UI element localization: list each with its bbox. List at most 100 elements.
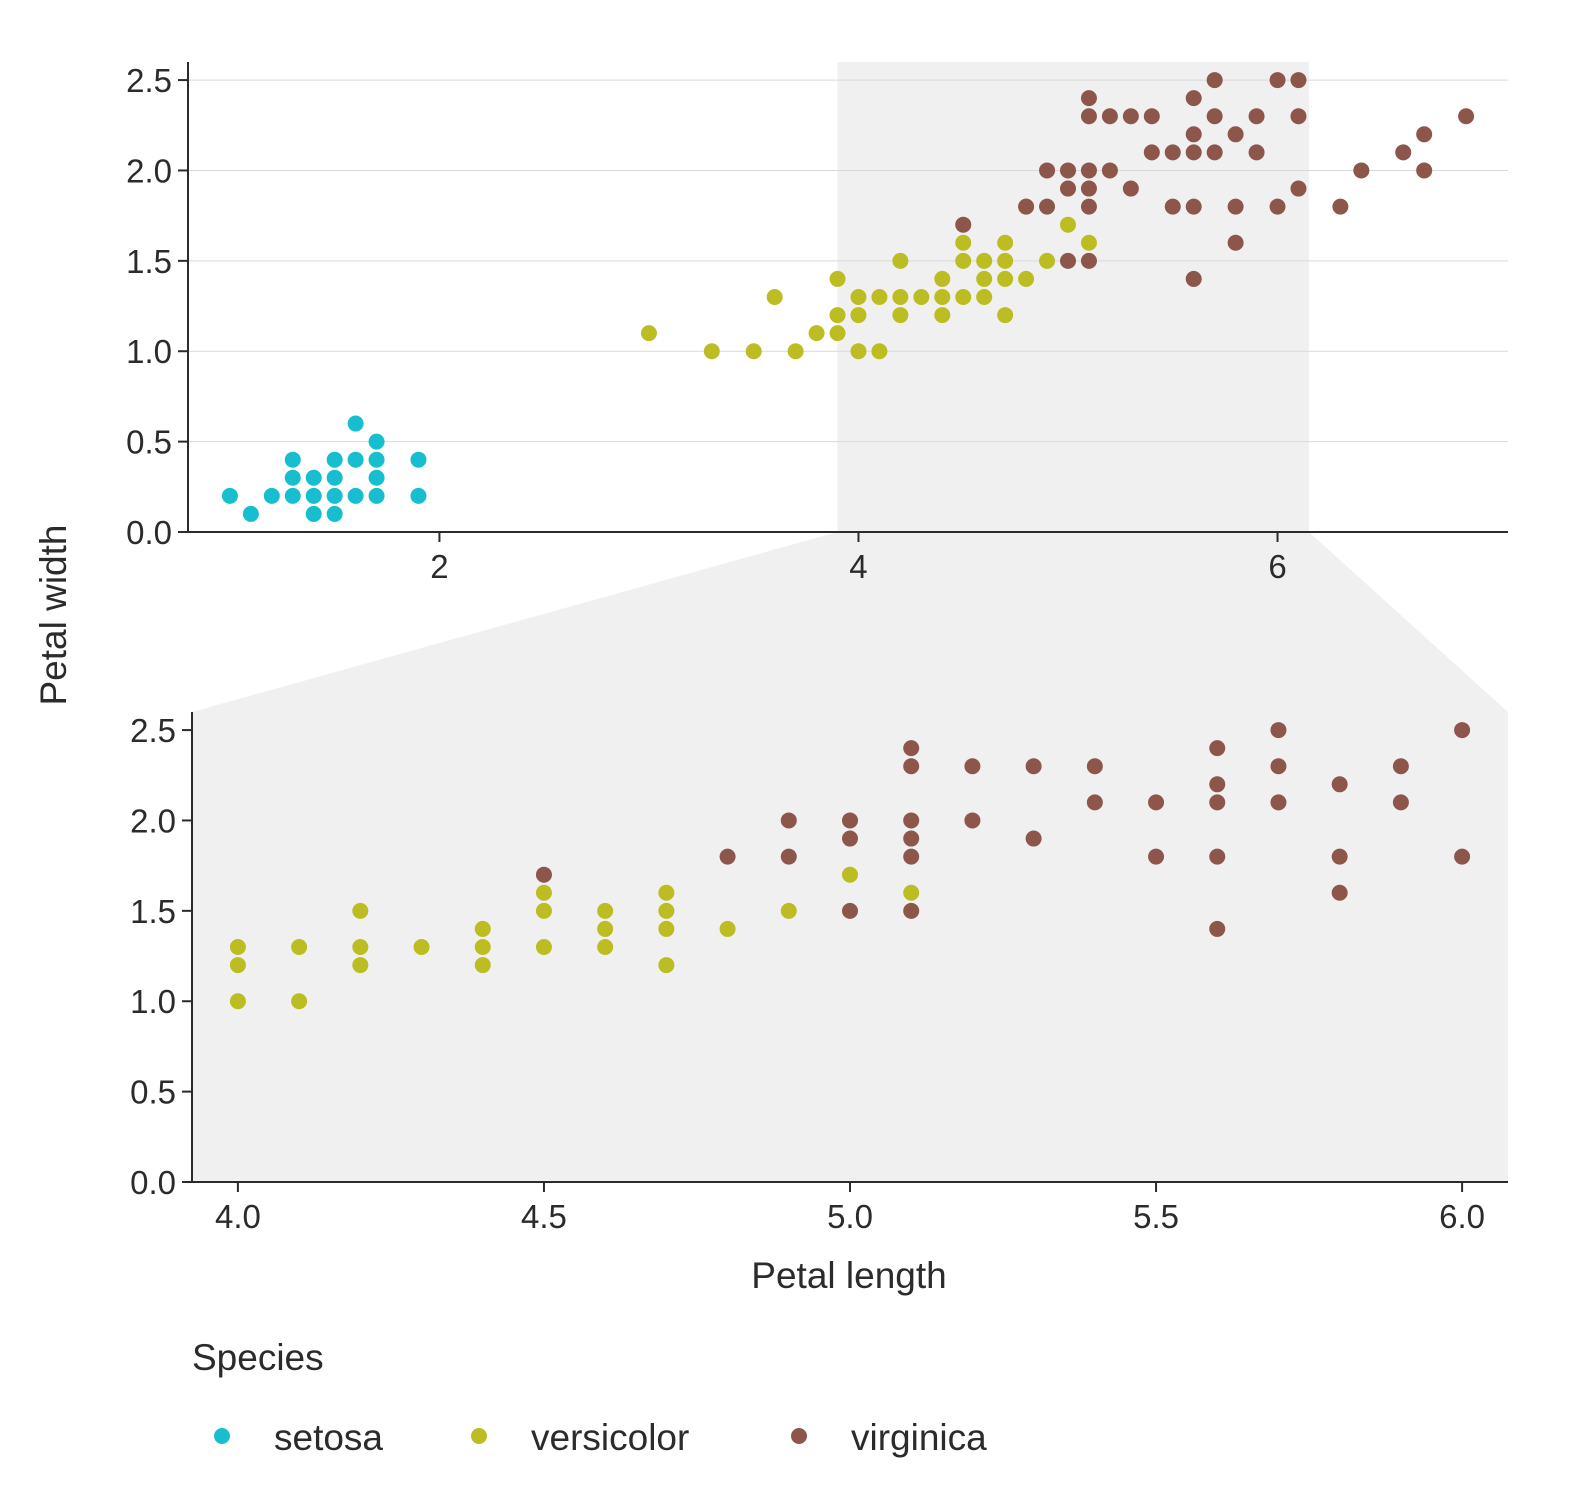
y-tick-label: 1.0 bbox=[126, 333, 172, 370]
series-virginica bbox=[535, 722, 1471, 937]
data-point-setosa bbox=[305, 505, 322, 522]
data-point-versicolor bbox=[955, 289, 972, 305]
data-point-virginica bbox=[1331, 884, 1348, 901]
data-point-virginica bbox=[719, 848, 736, 865]
data-point-virginica bbox=[1206, 144, 1223, 161]
zoom-connector-shape bbox=[192, 532, 1508, 712]
y-tick-label: 0.0 bbox=[130, 1164, 176, 1201]
data-point-versicolor bbox=[850, 343, 867, 360]
data-point-versicolor bbox=[474, 939, 491, 955]
data-point-virginica bbox=[1185, 144, 1202, 161]
data-point-versicolor bbox=[597, 939, 614, 955]
data-point-virginica bbox=[1227, 126, 1244, 143]
data-point-virginica bbox=[1080, 198, 1097, 215]
data-point-versicolor bbox=[997, 307, 1014, 324]
data-point-versicolor bbox=[892, 252, 909, 269]
data-point-versicolor bbox=[535, 884, 552, 901]
data-point-virginica bbox=[955, 216, 972, 233]
data-point-virginica bbox=[1270, 794, 1287, 811]
data-point-versicolor bbox=[597, 902, 614, 919]
data-point-virginica bbox=[1209, 920, 1226, 937]
legend-marker-setosa bbox=[214, 1428, 230, 1444]
data-point-virginica bbox=[1101, 162, 1118, 179]
data-point-versicolor bbox=[1039, 252, 1056, 269]
data-point-versicolor bbox=[997, 252, 1014, 269]
data-point-versicolor bbox=[829, 270, 846, 287]
data-point-virginica bbox=[1080, 108, 1097, 125]
data-point-virginica bbox=[1080, 162, 1097, 179]
x-tick-label: 6 bbox=[1268, 548, 1286, 585]
data-point-virginica bbox=[1060, 180, 1076, 197]
data-point-virginica bbox=[1290, 72, 1307, 89]
data-point-virginica bbox=[1454, 848, 1471, 865]
data-point-versicolor bbox=[976, 270, 993, 287]
data-point-virginica bbox=[1143, 108, 1160, 125]
data-point-virginica bbox=[1060, 162, 1076, 179]
data-point-versicolor bbox=[291, 939, 308, 955]
data-point-versicolor bbox=[229, 957, 246, 974]
data-point-versicolor bbox=[871, 289, 888, 305]
data-point-versicolor bbox=[352, 939, 369, 955]
data-point-virginica bbox=[1331, 776, 1348, 793]
series-versicolor bbox=[229, 866, 920, 1010]
data-point-versicolor bbox=[829, 307, 846, 324]
data-point-versicolor bbox=[871, 343, 888, 360]
data-point-versicolor bbox=[976, 252, 993, 269]
data-point-setosa bbox=[368, 487, 385, 504]
data-point-setosa bbox=[347, 451, 364, 468]
data-point-virginica bbox=[1331, 848, 1348, 865]
data-point-virginica bbox=[1148, 794, 1165, 811]
legend: Species setosa versicolor virginica bbox=[192, 1337, 987, 1458]
x-tick-label: 4 bbox=[849, 548, 867, 585]
zoom-panel-background bbox=[192, 712, 1508, 1182]
data-point-versicolor bbox=[1080, 234, 1097, 251]
data-point-virginica bbox=[1080, 252, 1097, 269]
data-point-setosa bbox=[410, 487, 427, 504]
data-point-virginica bbox=[1392, 794, 1409, 811]
series-virginica bbox=[955, 72, 1475, 287]
data-point-setosa bbox=[242, 505, 259, 522]
data-point-virginica bbox=[903, 902, 920, 919]
x-tick-label: 5.5 bbox=[1133, 1198, 1179, 1235]
data-point-virginica bbox=[1416, 162, 1433, 179]
data-point-setosa bbox=[284, 469, 301, 486]
data-point-virginica bbox=[903, 740, 920, 757]
data-point-virginica bbox=[842, 902, 858, 919]
data-point-virginica bbox=[1039, 162, 1056, 179]
data-point-virginica bbox=[1353, 162, 1370, 179]
data-point-versicolor bbox=[892, 289, 909, 305]
data-point-versicolor bbox=[658, 920, 675, 937]
x-tick-label: 4.0 bbox=[215, 1198, 261, 1235]
data-point-virginica bbox=[1454, 722, 1471, 739]
data-point-virginica bbox=[1143, 144, 1160, 161]
data-point-virginica bbox=[1185, 270, 1202, 287]
data-point-virginica bbox=[1209, 776, 1226, 793]
x-tick-label: 6.0 bbox=[1439, 1198, 1485, 1235]
data-point-versicolor bbox=[352, 957, 369, 974]
data-point-virginica bbox=[1416, 126, 1433, 143]
data-point-versicolor bbox=[913, 289, 930, 305]
data-point-virginica bbox=[1458, 108, 1475, 125]
zoom-connector bbox=[192, 532, 1508, 712]
data-point-versicolor bbox=[474, 957, 491, 974]
legend-marker-versicolor bbox=[471, 1428, 487, 1444]
data-point-versicolor bbox=[658, 884, 675, 901]
data-point-virginica bbox=[535, 866, 552, 883]
data-point-versicolor bbox=[229, 993, 246, 1010]
data-point-virginica bbox=[1086, 794, 1103, 811]
y-tick-label: 1.5 bbox=[130, 893, 176, 930]
data-point-virginica bbox=[1332, 198, 1349, 215]
data-point-setosa bbox=[326, 451, 343, 468]
data-point-versicolor bbox=[850, 289, 867, 305]
data-point-versicolor bbox=[352, 902, 369, 919]
data-point-virginica bbox=[1209, 794, 1226, 811]
y-tick-label: 0.5 bbox=[130, 1074, 176, 1111]
data-point-virginica bbox=[1122, 180, 1139, 197]
data-point-versicolor bbox=[719, 920, 736, 937]
legend-label-versicolor: versicolor bbox=[531, 1417, 689, 1458]
data-point-versicolor bbox=[535, 939, 552, 955]
data-point-virginica bbox=[1395, 144, 1412, 161]
data-point-virginica bbox=[903, 758, 920, 775]
data-point-setosa bbox=[305, 487, 322, 504]
